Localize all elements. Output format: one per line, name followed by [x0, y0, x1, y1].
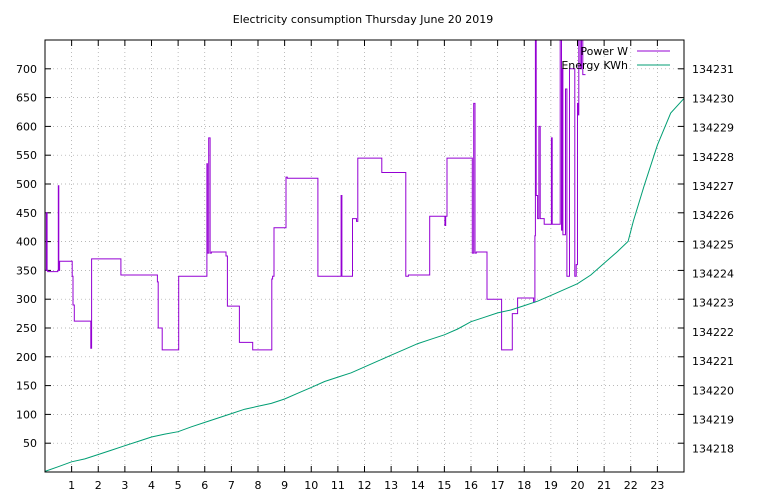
- y-axis-left: 50 100 150 200 250 300 350 400 450 500 550 600 650 70…: [16, 63, 684, 450]
- x-tick-label: 6: [201, 479, 208, 492]
- y-tick-label: 100: [16, 408, 37, 421]
- y-tick-label: 250: [16, 322, 37, 335]
- x-tick-label: 9: [281, 479, 288, 492]
- chart-title: Electricity consumption Thursday June 20…: [233, 13, 493, 26]
- y-tick-label: 700: [16, 63, 37, 76]
- legend-item-power: Power W: [580, 45, 670, 58]
- y-tick-label: 400: [16, 236, 37, 249]
- x-tick-label: 13: [384, 479, 398, 492]
- y2-tick-label: 134228: [692, 151, 734, 164]
- x-tick-label: 21: [597, 479, 611, 492]
- y2-tick-label: 134222: [692, 326, 734, 339]
- y-axis-right: 134218 134219 134220 134221 134222 134223 1342…: [692, 63, 734, 455]
- grid: [45, 40, 684, 472]
- y2-tick-label: 134230: [692, 92, 734, 105]
- x-tick-label: 4: [148, 479, 155, 492]
- y-tick-label: 600: [16, 120, 37, 133]
- x-tick-label: 8: [255, 479, 262, 492]
- x-tick-label: 15: [437, 479, 451, 492]
- y2-tick-label: 134221: [692, 355, 734, 368]
- y2-tick-label: 134218: [692, 443, 734, 456]
- y-tick-label: 50: [23, 437, 37, 450]
- y2-tick-label: 134229: [692, 122, 734, 135]
- y2-tick-label: 134227: [692, 180, 734, 193]
- plot-border: [44, 39, 685, 473]
- y2-tick-label: 134225: [692, 238, 734, 251]
- legend-label-power: Power W: [580, 45, 628, 58]
- y2-tick-label: 134226: [692, 209, 734, 222]
- y-tick-label: 150: [16, 380, 37, 393]
- x-tick-label: 2: [95, 479, 102, 492]
- y-tick-label: 450: [16, 207, 37, 220]
- x-tick-label: 7: [228, 479, 235, 492]
- x-tick-label: 10: [304, 479, 318, 492]
- x-tick-label: 14: [411, 479, 425, 492]
- x-tick-label: 22: [624, 479, 638, 492]
- x-tick-label: 17: [491, 479, 505, 492]
- x-tick-label: 23: [650, 479, 664, 492]
- x-axis: 1 2 3 4 5 6 7 8 9 10 11 12 13 14 15 16 17 18 19 20 21 22 23: [68, 40, 664, 492]
- x-tick-label: 16: [464, 479, 478, 492]
- x-tick-label: 12: [358, 479, 372, 492]
- x-tick-label: 3: [121, 479, 128, 492]
- series-line-energy: [44, 98, 685, 472]
- y2-tick-label: 134220: [692, 384, 734, 397]
- x-tick-label: 11: [331, 479, 345, 492]
- y-tick-label: 300: [16, 293, 37, 306]
- y2-tick-label: 134219: [692, 413, 734, 426]
- y-tick-label: 350: [16, 264, 37, 277]
- x-tick-label: 5: [175, 479, 182, 492]
- legend-label-energy: Energy KWh: [561, 59, 628, 72]
- legend: Power W Energy KWh: [561, 45, 670, 72]
- y2-tick-label: 134231: [692, 63, 734, 76]
- x-tick-label: 20: [571, 479, 585, 492]
- y-tick-label: 500: [16, 178, 37, 191]
- y2-tick-label: 134224: [692, 268, 734, 281]
- legend-item-energy: Energy KWh: [561, 59, 670, 72]
- y-tick-label: 550: [16, 149, 37, 162]
- x-tick-label: 19: [544, 479, 558, 492]
- y2-tick-label: 134223: [692, 297, 734, 310]
- y-tick-label: 200: [16, 351, 37, 364]
- x-tick-label: 1: [68, 479, 75, 492]
- x-tick-label: 18: [517, 479, 531, 492]
- y-tick-label: 650: [16, 92, 37, 105]
